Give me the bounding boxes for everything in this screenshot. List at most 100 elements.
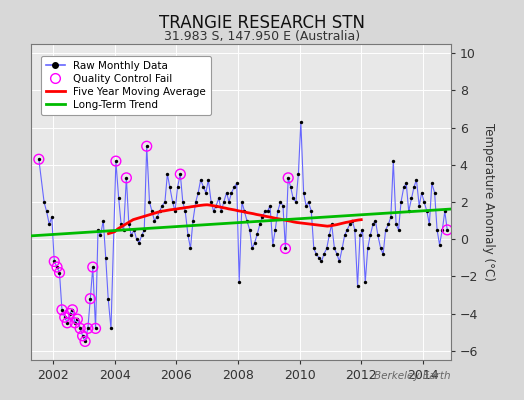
Point	[233, 180, 241, 187]
Point	[261, 208, 269, 214]
Point	[387, 214, 395, 220]
Point	[145, 199, 154, 205]
Point	[412, 176, 421, 183]
Point	[323, 245, 331, 252]
Point	[156, 208, 164, 214]
Point	[102, 254, 110, 261]
Point	[210, 208, 218, 214]
Point	[374, 232, 382, 239]
Point	[217, 208, 225, 214]
Point	[318, 258, 326, 265]
Point	[184, 232, 192, 239]
Point	[99, 217, 107, 224]
Point	[264, 208, 272, 214]
Point	[310, 245, 318, 252]
Point	[96, 232, 105, 239]
Point	[73, 316, 82, 322]
Point	[428, 180, 436, 187]
Point	[287, 184, 295, 190]
Point	[266, 202, 274, 209]
Point	[443, 227, 452, 233]
Point	[81, 338, 89, 345]
Point	[364, 245, 372, 252]
Point	[104, 296, 112, 302]
Point	[238, 199, 246, 205]
Point	[53, 264, 61, 270]
Point	[58, 307, 66, 313]
Point	[435, 242, 444, 248]
Point	[130, 227, 138, 233]
Point	[341, 232, 349, 239]
Point	[245, 227, 254, 233]
Point	[42, 208, 51, 214]
Point	[307, 208, 315, 214]
Point	[94, 227, 102, 233]
Point	[222, 190, 231, 196]
Point	[346, 221, 354, 228]
Point	[68, 307, 77, 313]
Point	[230, 184, 238, 190]
Point	[389, 158, 398, 164]
Point	[192, 199, 200, 205]
Point	[304, 199, 313, 205]
Point	[140, 227, 148, 233]
Point	[53, 264, 61, 270]
Point	[40, 199, 48, 205]
Point	[199, 184, 208, 190]
Point	[402, 180, 410, 187]
Point	[153, 214, 161, 220]
Point	[418, 190, 426, 196]
Point	[143, 143, 151, 150]
Point	[127, 232, 136, 239]
Point	[253, 230, 261, 237]
Point	[114, 195, 123, 202]
Point	[119, 227, 128, 233]
Point	[133, 236, 141, 242]
Point	[179, 199, 187, 205]
Point	[410, 184, 418, 190]
Point	[366, 232, 374, 239]
Point	[50, 258, 59, 265]
Point	[235, 279, 243, 285]
Point	[122, 175, 130, 181]
Point	[35, 156, 43, 162]
Text: 31.983 S, 147.950 E (Australia): 31.983 S, 147.950 E (Australia)	[164, 30, 360, 43]
Point	[173, 184, 182, 190]
Point	[299, 190, 308, 196]
Point	[281, 245, 290, 252]
Point	[415, 202, 423, 209]
Point	[320, 251, 328, 257]
Point	[112, 158, 120, 164]
Point	[73, 316, 82, 322]
Point	[333, 251, 341, 257]
Point	[302, 202, 310, 209]
Point	[441, 208, 449, 214]
Point	[207, 199, 215, 205]
Point	[168, 199, 177, 205]
Point	[271, 227, 279, 233]
Point	[196, 176, 205, 183]
Point	[181, 208, 190, 214]
Point	[176, 171, 184, 177]
Point	[176, 171, 184, 177]
Point	[325, 232, 333, 239]
Point	[430, 190, 439, 196]
Point	[194, 190, 202, 196]
Point	[48, 214, 56, 220]
Point	[91, 325, 100, 332]
Point	[220, 199, 228, 205]
Point	[423, 208, 431, 214]
Point	[76, 325, 84, 332]
Point	[392, 221, 400, 228]
Point	[79, 333, 87, 339]
Point	[212, 202, 220, 209]
Point	[66, 310, 74, 317]
Point	[243, 217, 251, 224]
Point	[335, 258, 344, 265]
Point	[279, 202, 287, 209]
Point	[76, 325, 84, 332]
Point	[91, 325, 100, 332]
Point	[89, 264, 97, 270]
Point	[61, 314, 69, 320]
Point	[351, 227, 359, 233]
